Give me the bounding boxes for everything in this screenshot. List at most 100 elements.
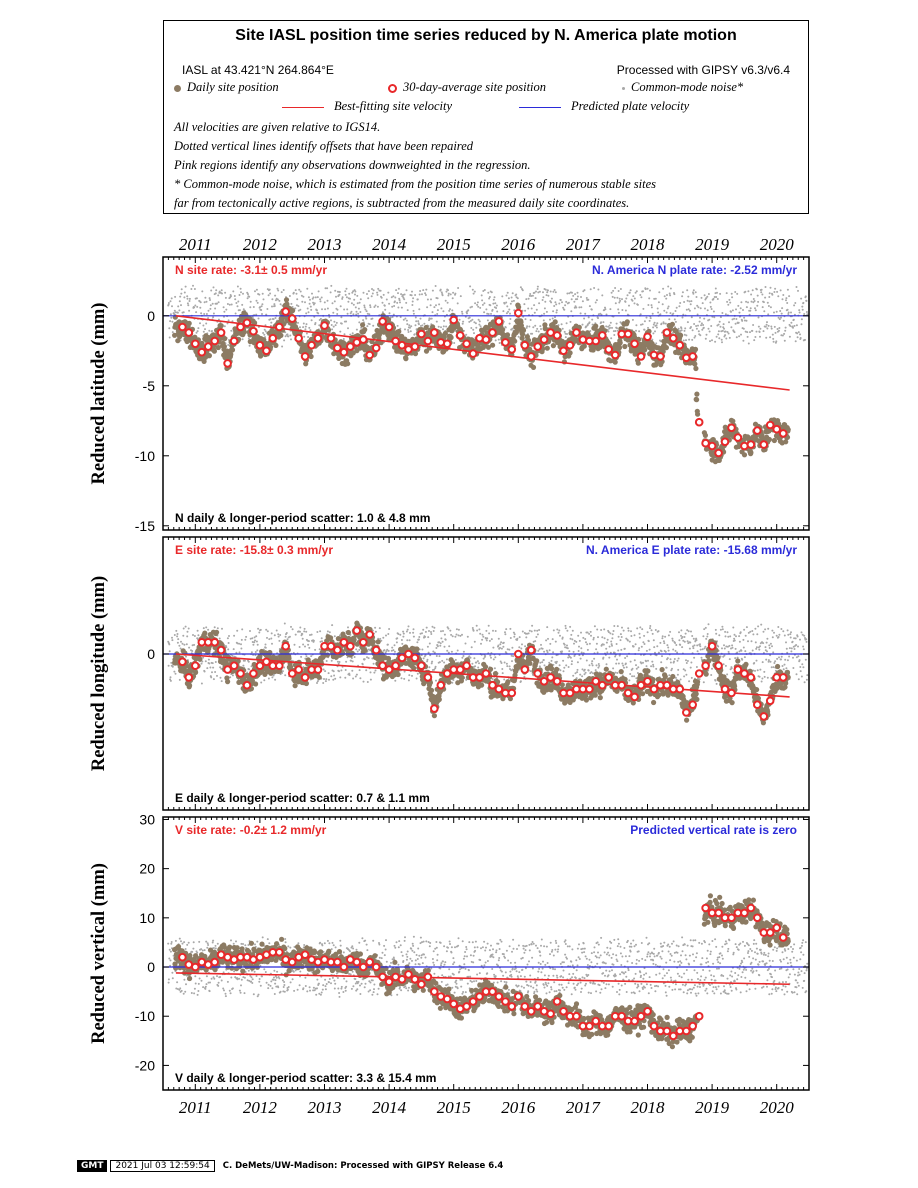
common-mode-point [728,321,730,324]
common-mode-point [492,298,495,301]
common-mode-point [793,324,796,327]
common-mode-point [674,320,677,323]
common-mode-point [411,290,413,293]
common-mode-point [490,312,492,315]
common-mode-point [319,317,322,320]
common-mode-point [454,658,457,661]
common-mode-point [682,339,685,342]
common-mode-point [672,312,675,315]
common-mode-point [616,327,618,330]
common-mode-point [347,327,349,330]
daily-point [663,345,670,351]
common-mode-point [701,328,704,331]
avg-point [384,322,394,332]
common-mode-point [473,332,475,335]
common-mode-point [752,301,755,304]
common-mode-point [555,309,558,312]
common-mode-point [773,291,776,293]
common-mode-point [273,303,276,306]
avg-point [598,331,607,340]
common-mode-point [324,287,327,290]
common-mode-point [611,644,613,647]
common-mode-point [451,635,454,638]
common-mode-point [247,337,250,340]
common-mode-point [416,298,419,301]
common-mode-point [479,632,482,635]
y-ticks: 0-5-10-15 [135,308,809,534]
common-mode-point [228,303,231,306]
daily-point [362,327,368,333]
common-mode-point [412,297,415,300]
common-mode-point [429,654,432,657]
common-mode-point [249,630,251,632]
common-mode-point [430,662,433,665]
common-mode-point [395,289,398,292]
common-mode-point [633,297,636,300]
common-mode-point [597,663,600,665]
common-mode-point [206,667,209,670]
common-mode-point [742,339,745,342]
common-mode-point [617,635,620,638]
common-mode-point [587,298,590,301]
common-mode-point [635,664,637,667]
common-mode-point [534,324,537,327]
common-mode-point [412,631,415,634]
common-mode-point [536,633,539,636]
daily-point [512,338,518,344]
common-mode-point [488,639,491,642]
common-mode-point [737,304,740,307]
common-mode-point [584,638,587,640]
common-mode-point [585,641,587,644]
common-mode-point [380,296,383,299]
common-mode-point [675,306,678,309]
daily-point [308,353,314,360]
common-mode-point [647,304,650,306]
common-mode-point [607,330,610,333]
common-mode-point [800,297,803,300]
common-mode-point [485,639,488,642]
common-mode-point [426,306,429,309]
common-mode-point [283,666,286,669]
common-mode-point [503,678,506,681]
common-mode-point [551,317,554,320]
common-mode-point [345,320,348,323]
common-mode-point [368,323,371,326]
common-mode-point [417,638,420,641]
common-mode-point [355,310,358,313]
common-mode-point [328,631,331,634]
common-mode-point [210,289,213,292]
common-mode-point [758,331,761,333]
common-mode-point [407,625,410,628]
common-mode-point [686,289,689,292]
common-mode-point [207,317,210,320]
common-mode-point [380,639,383,642]
common-mode-point [611,633,614,636]
common-mode-point [478,323,481,326]
common-mode-point [547,289,549,292]
common-mode-point [621,662,624,665]
common-mode-point [195,331,198,334]
common-mode-point [531,294,534,297]
daily-point [530,364,537,370]
common-mode-point [236,305,239,308]
common-mode-point [310,308,313,311]
common-mode-point [261,292,264,295]
common-mode-point [214,307,217,310]
common-mode-point [582,636,585,639]
common-mode-point [397,306,400,309]
common-mode-point [765,323,768,326]
daily-point [612,359,618,365]
common-mode-point [806,313,809,316]
common-mode-point [746,331,749,334]
common-mode-point [729,301,732,304]
common-mode-point [356,294,359,297]
common-mode-point [569,637,572,640]
common-mode-point [778,327,781,329]
common-mode-point [200,682,203,685]
common-mode-point [416,641,419,644]
common-mode-point [621,626,623,629]
common-mode-point [793,304,796,307]
common-mode-point [395,641,398,644]
common-mode-point [509,637,512,639]
daily-point [283,297,290,303]
